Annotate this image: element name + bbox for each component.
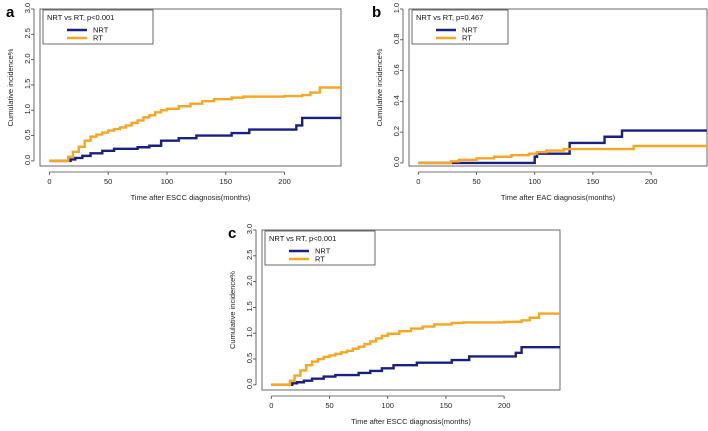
y-tick-label: 2.5 bbox=[245, 250, 254, 260]
y-tick-label: 1.0 bbox=[392, 3, 401, 13]
legend-title: NRT vs RT, p<0.001 bbox=[47, 13, 114, 22]
series-line-nrt bbox=[418, 129, 707, 165]
panel-c: c 0.0 0.5 1.0 1.5 2.0 2.5 3.0 0 50 100 150 200 Time a… bbox=[228, 224, 561, 426]
panel-letter: b bbox=[372, 4, 381, 21]
y-tick-label: 1.5 bbox=[245, 301, 254, 311]
y-tick-label: 0.0 bbox=[23, 155, 32, 165]
y-axis-title: Cumulative incidence% bbox=[375, 48, 384, 126]
plot-frame bbox=[261, 229, 561, 391]
x-tick-label: 0 bbox=[269, 401, 273, 410]
x-tick-label: 200 bbox=[498, 401, 511, 410]
y-tick-label: 0.2 bbox=[392, 126, 401, 136]
legend-box bbox=[411, 9, 509, 45]
series-line-rt bbox=[271, 312, 560, 387]
y-tick-label: 2.5 bbox=[23, 28, 32, 38]
y-tick-label: 1.5 bbox=[23, 79, 32, 89]
y-tick-label: 0.0 bbox=[245, 379, 254, 389]
x-tick-label: 200 bbox=[278, 177, 291, 186]
legend-label-nrt: NRT bbox=[315, 247, 331, 256]
y-tick-label: 0.5 bbox=[23, 129, 32, 139]
x-tick-label: 150 bbox=[440, 401, 453, 410]
x-axis-title: Time after ESCC diagnosis(months) bbox=[351, 417, 471, 426]
y-tick-label: 2.0 bbox=[245, 275, 254, 285]
y-tick-label: 0.8 bbox=[392, 34, 401, 44]
y-tick-label: 0.6 bbox=[392, 64, 401, 74]
legend-label-rt: RT bbox=[93, 34, 103, 43]
x-tick-label: 50 bbox=[104, 177, 112, 186]
y-tick-label: 1.0 bbox=[23, 104, 32, 114]
y-tick-label: 0.0 bbox=[392, 157, 401, 167]
panel-letter: a bbox=[6, 4, 15, 21]
y-tick-label: 2.0 bbox=[23, 53, 32, 63]
x-tick-label: 200 bbox=[645, 177, 658, 186]
legend-label-nrt: NRT bbox=[462, 26, 478, 35]
legend-title: NRT vs RT, p=0.467 bbox=[416, 13, 483, 22]
x-axis-title: Time after ESCC diagnosis(months) bbox=[131, 193, 251, 202]
legend-label-rt: RT bbox=[462, 34, 472, 43]
panel-a: a 0.0 0.5 1.0 1.5 2.0 2.5 3.0 0 50 100 150 200 Time a… bbox=[6, 3, 342, 202]
panel-letter: c bbox=[228, 225, 236, 242]
x-tick-label: 0 bbox=[416, 177, 420, 186]
y-tick-label: 0.5 bbox=[245, 353, 254, 363]
series-line-rt bbox=[49, 86, 341, 163]
x-tick-label: 150 bbox=[220, 177, 233, 186]
x-tick-label: 0 bbox=[47, 177, 51, 186]
series-line-rt bbox=[418, 144, 707, 165]
x-tick-label: 50 bbox=[472, 177, 480, 186]
x-tick-label: 100 bbox=[381, 401, 394, 410]
legend-title: NRT vs RT, p<0.001 bbox=[269, 234, 336, 243]
x-tick-label: 100 bbox=[161, 177, 174, 186]
y-tick-label: 3.0 bbox=[23, 3, 32, 13]
y-tick-label: 3.0 bbox=[245, 224, 254, 234]
y-axis-title: Cumulative incidence% bbox=[6, 48, 15, 126]
series-line-nrt bbox=[271, 345, 560, 387]
y-axis-title: Cumulative incidence% bbox=[228, 271, 237, 349]
x-tick-label: 150 bbox=[587, 177, 600, 186]
series-line-nrt bbox=[49, 116, 341, 163]
legend-label-rt: RT bbox=[315, 255, 325, 264]
x-tick-label: 50 bbox=[325, 401, 333, 410]
plot-frame bbox=[408, 8, 708, 167]
x-tick-label: 100 bbox=[528, 177, 541, 186]
y-tick-label: 1.0 bbox=[245, 327, 254, 337]
legend-label-nrt: NRT bbox=[93, 26, 109, 35]
panel-b: b 0.0 0.2 0.4 0.6 0.8 1.0 0 50 100 150 200 Time afte… bbox=[372, 3, 708, 202]
y-tick-label: 0.4 bbox=[392, 95, 401, 105]
x-axis-title: Time after EAC diagnosis(months) bbox=[501, 193, 616, 202]
legend-box bbox=[42, 9, 154, 45]
legend-box bbox=[264, 230, 376, 266]
